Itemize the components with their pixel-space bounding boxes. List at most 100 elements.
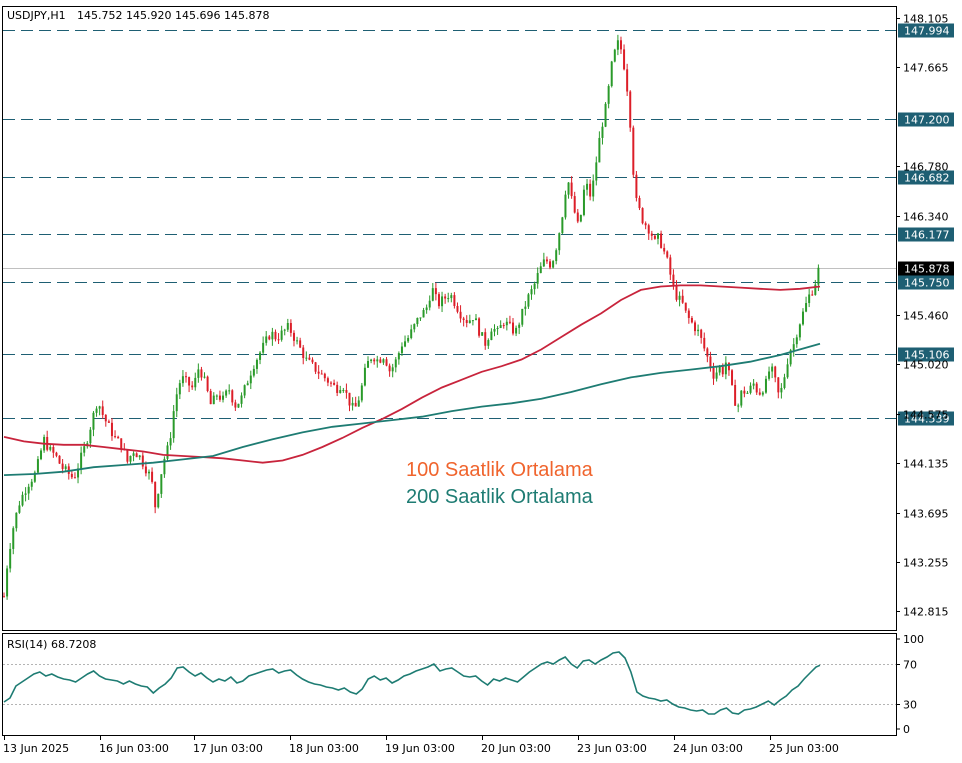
candle-body [626,69,629,92]
candle-body [120,438,123,449]
candle-body [521,308,524,325]
candle-body [576,212,579,222]
candle-body [222,395,225,400]
candle-body [367,361,370,368]
time-tick-label: 13 Jun 2025 [3,742,69,755]
rsi-tick-label: 30 [903,699,917,712]
candle-body [613,49,616,62]
candle-body [462,318,465,321]
rsi-tick-label: 0 [903,723,910,736]
rsi-line [3,651,821,715]
candle-body [564,194,567,218]
candle-body [690,317,693,323]
candle-body [428,300,431,308]
candle-body [629,91,632,128]
candle-body [434,288,437,295]
candle-body [447,298,450,300]
candle-body [73,477,76,479]
candle-body [712,368,715,379]
price-axis: 148.105 147.665 146.780 146.340 145.460 145.0… [896,13,949,736]
candle-body [397,353,400,360]
candle-body [684,302,687,311]
candle-body [694,322,697,332]
candle-body [379,359,382,363]
candle-body [496,327,499,329]
candle-body [200,369,203,378]
price-tick-label: 143.255 [903,557,949,570]
candle-body [64,466,67,469]
candle-body [292,332,295,341]
candle-body [789,350,792,365]
candle-body [129,455,132,462]
level-price-label: 147.200 [904,114,950,127]
candle-body [811,294,814,296]
candle-body [771,366,774,372]
candle-body [308,357,311,360]
candle-body [533,283,536,290]
candle-body [478,318,481,336]
candle-body [203,376,206,378]
candle-body [268,336,271,340]
candle-body [740,390,743,406]
candle-body [345,390,348,393]
candle-body [817,267,820,285]
candle-body [752,383,755,386]
candle-body [323,373,326,379]
candle-body [110,422,113,437]
candle-body [104,414,107,422]
candle-body [441,296,444,307]
horizontal-levels: 147.994 147.200 146.682 146.177 145.750 145.1… [3,23,954,426]
candle-body [21,494,24,506]
candle-body [191,385,194,388]
candle-body [30,481,33,487]
candle-body [255,359,258,369]
candle-body [283,329,286,331]
candle-body [135,453,138,458]
candle-body [339,390,342,393]
candle-body [808,294,811,304]
level-price-box [898,170,954,185]
candle-body [786,364,789,378]
candle-body [188,377,191,386]
candle-body [277,339,280,341]
candle-body [527,294,530,307]
rsi-panel-frame [2,633,897,736]
candle-body [718,366,721,373]
candle-body [80,452,83,469]
candle-body [623,49,626,70]
candle-body [586,183,589,190]
rsi-indicator [3,651,896,715]
candle-body [305,357,308,359]
candle-body [40,450,43,460]
candle-body [518,324,521,328]
candle-body [77,468,80,478]
candle-body [144,466,147,474]
candle-body [573,196,576,213]
candle-body [724,362,727,375]
candle-body [678,295,681,300]
candle-body [55,452,58,456]
rsi-header: RSI(14) 68.7208 [7,638,96,651]
candle-body [218,395,221,400]
price-tick-label: 147.665 [903,62,949,75]
level-price-box [898,347,954,362]
candle-body [259,352,262,360]
candle-body [61,463,64,469]
ohlc-values: 145.752 145.920 145.696 145.878 [77,9,269,22]
candle-body [70,473,73,478]
candle-body [669,257,672,275]
candle-body [52,446,55,453]
candle-body [515,327,518,334]
candle-body [265,336,268,343]
price-tick-label: 146.780 [903,161,949,174]
candle-body [234,402,237,408]
candle-body [185,376,188,378]
candle-body [274,331,277,340]
price-tick-label: 144.135 [903,458,949,471]
candle-body [249,375,252,384]
candle-body [761,392,764,395]
candle-body [792,344,795,351]
candle-body [95,408,98,413]
candle-body [351,402,354,406]
